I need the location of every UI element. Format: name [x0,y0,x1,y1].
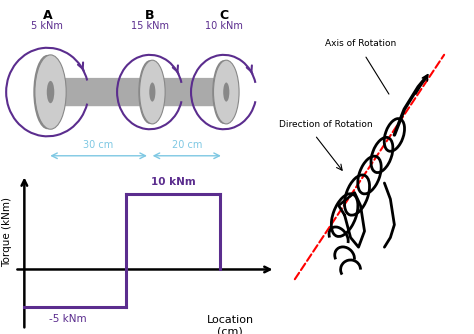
Ellipse shape [33,55,62,129]
Ellipse shape [213,60,239,124]
Text: C: C [219,9,228,22]
Text: 30 cm: 30 cm [83,140,114,150]
Ellipse shape [223,82,229,102]
Ellipse shape [212,60,235,124]
Ellipse shape [139,60,165,124]
Text: A: A [43,9,52,22]
Text: Direction of Rotation: Direction of Rotation [279,120,373,129]
Text: Location: Location [207,315,254,325]
Text: -5 kNm: -5 kNm [49,314,86,324]
Text: 5 kNm: 5 kNm [31,21,64,31]
Text: 10 kNm: 10 kNm [205,21,243,31]
Text: B: B [145,9,155,22]
Text: Axis of Rotation: Axis of Rotation [325,39,396,48]
FancyBboxPatch shape [45,78,229,106]
Text: Torque (kNm): Torque (kNm) [2,196,12,267]
Ellipse shape [149,82,155,102]
Text: 10 kNm: 10 kNm [151,177,196,187]
Ellipse shape [138,60,161,124]
Text: (cm): (cm) [218,326,243,334]
Ellipse shape [35,55,66,129]
Text: 20 cm: 20 cm [172,140,202,150]
Ellipse shape [47,81,55,103]
Text: 15 kNm: 15 kNm [131,21,169,31]
